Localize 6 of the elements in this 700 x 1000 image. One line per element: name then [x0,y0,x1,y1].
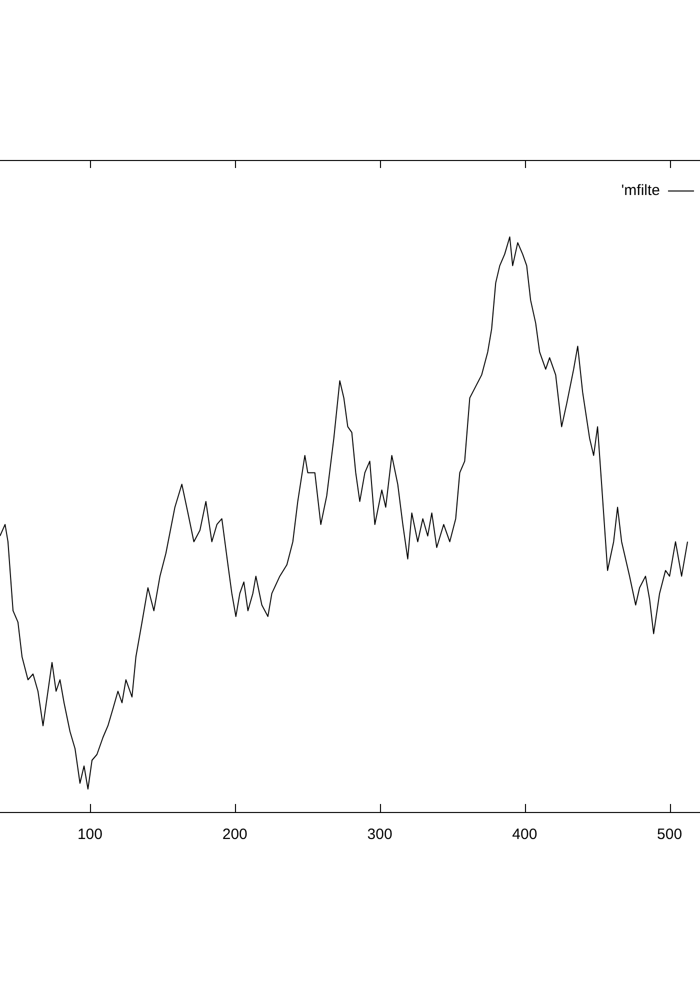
x-tick-label: 400 [512,826,538,844]
legend-label: 'mfilte [621,182,660,200]
x-tick-label: 200 [222,826,248,844]
x-tick-label: 300 [367,826,392,844]
x-tick-label: 500 [657,826,682,844]
x-tick-label: 100 [77,826,102,844]
